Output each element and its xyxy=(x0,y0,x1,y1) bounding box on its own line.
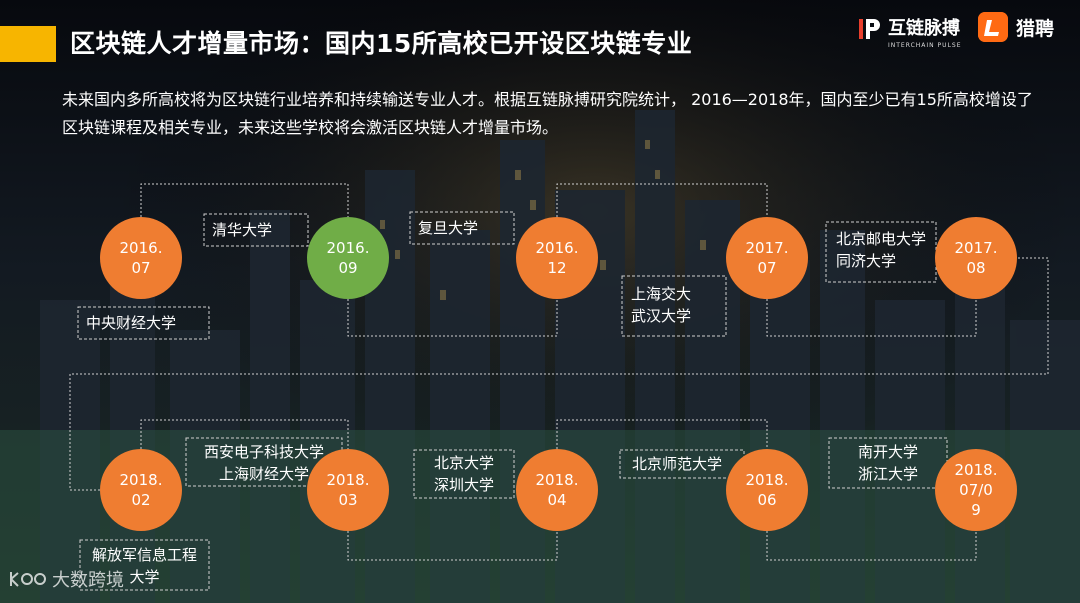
node-date: 2017. 08 xyxy=(954,239,998,277)
interchain-pulse-mark-icon xyxy=(859,19,880,39)
timeline-node: 2018. 06 xyxy=(726,449,808,531)
liepin-logo: 猎聘 xyxy=(978,12,1054,42)
node-date: 2016. 09 xyxy=(326,239,370,277)
timeline-node: 2016. 07 xyxy=(100,217,182,299)
school-label: 西安电子科技大学 上海财经大学 xyxy=(203,443,324,483)
timeline-node: 2016. 09 xyxy=(307,217,389,299)
school-label: 南开大学 浙江大学 xyxy=(857,443,918,483)
node-date: 2018. 04 xyxy=(535,471,579,509)
description-text: 未来国内多所高校将为区块链行业培养和持续输送专业人才。根据互链脉搏研究院统计， … xyxy=(62,90,1033,137)
watermark-logo-icon xyxy=(10,572,46,587)
node-date: 2018. 06 xyxy=(745,471,789,509)
school-label: 清华大学 xyxy=(212,221,273,239)
timeline-node: 2017. 07 xyxy=(726,217,808,299)
title-accent-bar xyxy=(0,26,56,62)
node-date: 2018. 02 xyxy=(119,471,163,509)
school-label: 北京师范大学 xyxy=(632,455,723,473)
school-label: 北京邮电大学 同济大学 xyxy=(836,230,927,270)
timeline-node: 2018. 04 xyxy=(516,449,598,531)
timeline-node: 2018. 03 xyxy=(307,449,389,531)
node-date: 2017. 07 xyxy=(745,239,789,277)
timeline-node: 2018. 07/0 9 xyxy=(935,449,1017,531)
timeline-node: 2018. 02 xyxy=(100,449,182,531)
interchain-pulse-subtitle: INTERCHAIN PULSE xyxy=(888,42,962,49)
school-label: 复旦大学 xyxy=(418,219,479,237)
timeline-connectors xyxy=(69,183,1049,561)
watermark-text: 大数跨境 xyxy=(52,570,124,591)
school-label: 北京大学 深圳大学 xyxy=(433,454,494,494)
school-label: 解放军信息工程 大学 xyxy=(91,546,197,586)
node-date: 2016. 12 xyxy=(535,239,579,277)
school-label: 上海交大 武汉大学 xyxy=(631,285,692,325)
node-date: 2018. 03 xyxy=(326,471,370,509)
page-title: 区块链人才增量市场：国内15所高校已开设区块链专业 xyxy=(70,29,693,58)
interchain-pulse-logo: 互链脉搏 INTERCHAIN PULSE xyxy=(858,14,961,49)
school-label: 中央财经大学 xyxy=(86,314,177,332)
node-date: 2018. 07/0 9 xyxy=(954,461,998,519)
liepin-name: 猎聘 xyxy=(1016,17,1055,40)
interchain-pulse-name: 互链脉搏 xyxy=(888,18,960,39)
timeline-node: 2017. 08 xyxy=(935,217,1017,299)
liepin-mark-icon xyxy=(978,12,1008,42)
timeline-node: 2016. 12 xyxy=(516,217,598,299)
watermark: 大数跨境 xyxy=(8,566,124,592)
node-date: 2016. 07 xyxy=(119,239,163,277)
